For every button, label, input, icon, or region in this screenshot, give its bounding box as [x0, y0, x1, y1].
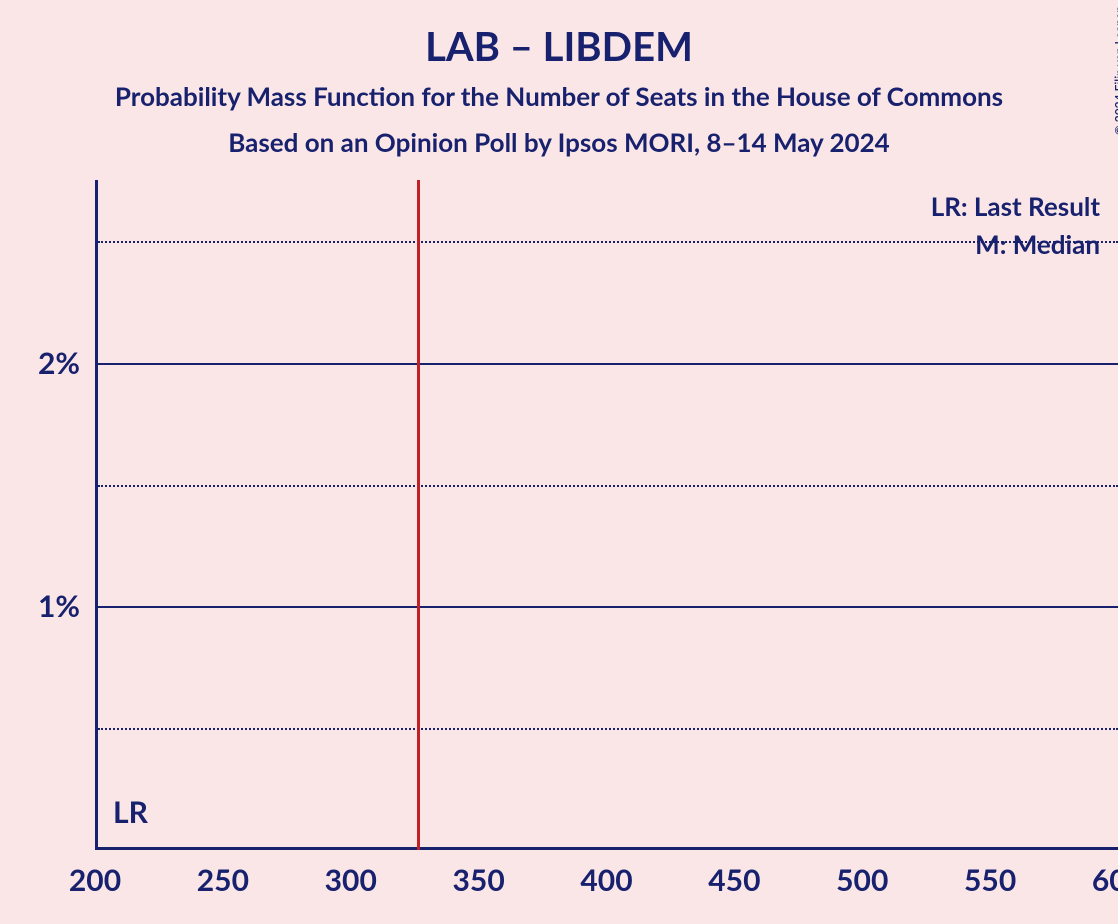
x-tick-label: 300: [325, 862, 377, 898]
legend-median: M: Median: [975, 228, 1100, 260]
lr-line: [417, 180, 420, 850]
y-axis: [95, 180, 98, 850]
gridline-minor: [98, 241, 1118, 243]
lr-label: LR: [113, 794, 148, 830]
chart-canvas: LAB – LIBDEM Probability Mass Function f…: [0, 0, 1118, 924]
gridline-major: [98, 606, 1118, 608]
x-axis: [95, 847, 1118, 850]
chart-subtitle-1: Probability Mass Function for the Number…: [0, 80, 1118, 112]
legend-lr: LR: Last Result: [931, 190, 1100, 222]
gridline-minor: [98, 485, 1118, 487]
x-tick-label: 500: [836, 862, 888, 898]
x-tick-label: 450: [708, 862, 760, 898]
x-tick-label: 350: [453, 862, 505, 898]
gridline-major: [98, 363, 1118, 365]
y-tick-label: 2%: [0, 345, 80, 381]
chart-title: LAB – LIBDEM: [0, 22, 1118, 70]
copyright-text: © 2024 Filip van Laenen: [1112, 6, 1118, 135]
x-tick-label: 600: [1092, 862, 1118, 898]
gridline-minor: [98, 728, 1118, 730]
y-tick-label: 1%: [0, 588, 80, 624]
x-tick-label: 400: [580, 862, 632, 898]
plot-area: LR: [95, 180, 1118, 850]
x-tick-label: 200: [69, 862, 121, 898]
x-tick-label: 250: [197, 862, 249, 898]
chart-subtitle-2: Based on an Opinion Poll by Ipsos MORI, …: [0, 126, 1118, 158]
x-tick-label: 550: [964, 862, 1016, 898]
